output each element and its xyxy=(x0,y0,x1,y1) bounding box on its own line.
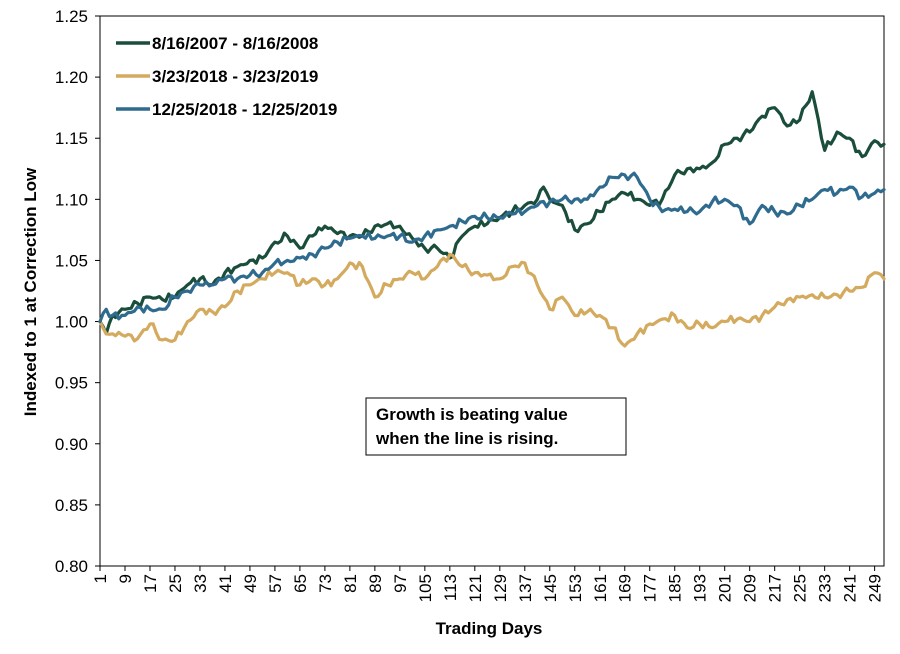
legend-label-3: 12/25/2018 - 12/25/2019 xyxy=(152,100,337,119)
x-tick-label: 233 xyxy=(816,574,835,602)
x-tick-label: 161 xyxy=(591,574,610,602)
x-tick-label: 121 xyxy=(466,574,485,602)
y-tick-label: 0.80 xyxy=(55,557,88,576)
y-tick-label: 1.20 xyxy=(55,68,88,87)
y-tick-label: 1.15 xyxy=(55,129,88,148)
plot-area-frame xyxy=(99,15,885,567)
series-line-1 xyxy=(98,90,886,336)
y-tick-label: 1.10 xyxy=(55,190,88,209)
y-tick-label: 1.00 xyxy=(55,313,88,332)
annotation-line-2: when the line is rising. xyxy=(375,429,558,448)
x-tick-label: 97 xyxy=(391,574,410,593)
x-tick-label: 145 xyxy=(541,574,560,602)
x-tick-label: 217 xyxy=(766,574,785,602)
x-tick-label: 137 xyxy=(516,574,535,602)
x-tick-label: 9 xyxy=(116,574,135,583)
x-tick-label: 65 xyxy=(291,574,310,593)
y-tick-label: 0.95 xyxy=(55,374,88,393)
x-tick-label: 225 xyxy=(791,574,810,602)
x-tick-label: 73 xyxy=(316,574,335,593)
x-tick-label: 153 xyxy=(566,574,585,602)
x-tick-label: 185 xyxy=(666,574,685,602)
x-tick-label: 105 xyxy=(416,574,435,602)
y-tick-label: 1.05 xyxy=(55,251,88,270)
legend-label-1: 8/16/2007 - 8/16/2008 xyxy=(152,34,318,53)
x-tick-label: 249 xyxy=(866,574,885,602)
y-tick-label: 1.25 xyxy=(55,7,88,26)
series-line-2 xyxy=(98,252,886,348)
x-tick-label: 17 xyxy=(141,574,160,593)
x-tick-label: 1 xyxy=(91,574,110,583)
x-tick-label: 113 xyxy=(441,574,460,601)
legend-label-2: 3/23/2018 - 3/23/2019 xyxy=(152,67,318,86)
x-axis-title: Trading Days xyxy=(436,619,543,638)
x-tick-label: 33 xyxy=(191,574,210,593)
series-line-3 xyxy=(98,171,886,324)
x-tick-label: 193 xyxy=(691,574,710,602)
x-tick-label: 129 xyxy=(491,574,510,602)
x-tick-label: 49 xyxy=(241,574,260,593)
y-tick-label: 0.90 xyxy=(55,435,88,454)
x-tick-label: 241 xyxy=(841,574,860,602)
annotation-line-1: Growth is beating value xyxy=(376,405,568,424)
x-tick-label: 81 xyxy=(341,574,360,593)
x-tick-label: 177 xyxy=(641,574,660,602)
x-tick-label: 201 xyxy=(716,574,735,602)
annotation-box: Growth is beating value when the line is… xyxy=(365,397,627,456)
x-tick-label: 25 xyxy=(166,574,185,593)
x-tick-label: 209 xyxy=(741,574,760,602)
x-tick-label: 169 xyxy=(616,574,635,602)
y-axis-title: Indexed to 1 at Correction Low xyxy=(21,167,40,416)
y-tick-label: 0.85 xyxy=(55,496,88,515)
x-tick-label: 89 xyxy=(366,574,385,593)
x-tick-label: 41 xyxy=(216,574,235,593)
x-tick-label: 57 xyxy=(266,574,285,593)
